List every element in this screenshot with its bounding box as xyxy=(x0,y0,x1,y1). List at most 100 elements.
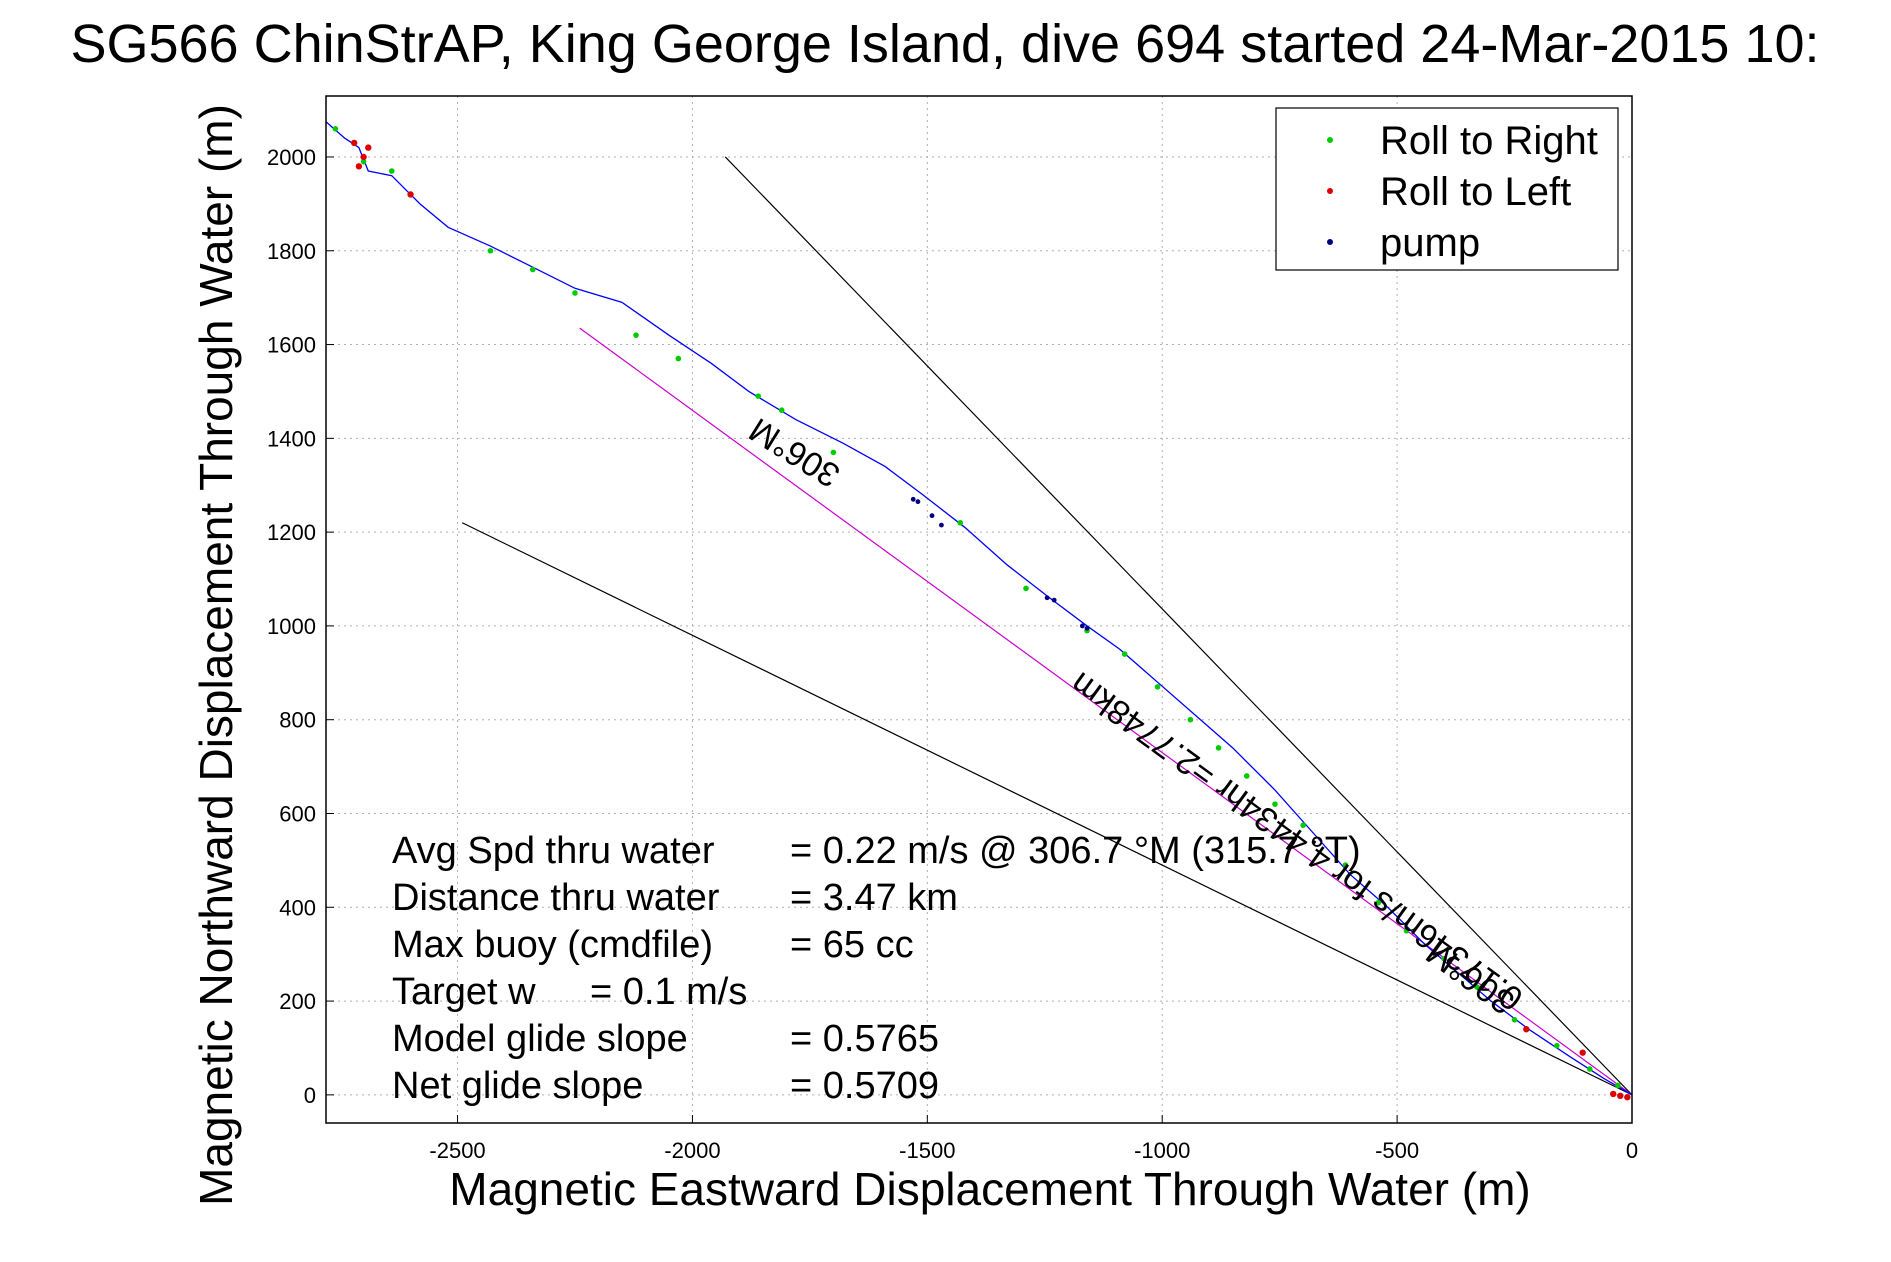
chart-title: SG566 ChinStrAP, King George Island, div… xyxy=(70,14,1819,74)
pump-marker xyxy=(939,522,944,528)
x-tick-label: -2500 xyxy=(429,1138,485,1163)
y-tick-label: 200 xyxy=(279,989,316,1014)
roll-left-marker xyxy=(1579,1049,1586,1056)
roll-right-marker xyxy=(1375,899,1382,906)
x-tick-labels: -2500 -2000 -1500 -1000 -500 0 xyxy=(429,1138,1638,1163)
x-tick-label: -1500 xyxy=(899,1138,955,1163)
stats-label: Avg Spd thru water xyxy=(392,830,715,872)
roll-right-marker xyxy=(1154,684,1161,690)
pump-marker xyxy=(1084,625,1090,631)
roll-right-marker xyxy=(1243,773,1250,779)
roll-right-marker xyxy=(1300,822,1306,829)
y-tick-label: 0 xyxy=(304,1083,316,1108)
roll-right-marker xyxy=(1403,927,1410,934)
y-tick-label: 1400 xyxy=(267,426,316,451)
legend-marker xyxy=(1327,188,1333,194)
y-tick-label: 800 xyxy=(279,708,316,733)
roll-right-marker xyxy=(778,407,785,413)
stats-label: Target w xyxy=(392,971,536,1013)
y-tick-label: 1600 xyxy=(267,333,316,358)
stats-value: = 3.47 km xyxy=(790,877,958,919)
roll-right-marker xyxy=(1586,1066,1593,1072)
legend: Roll to Right Roll to Left pump xyxy=(1275,107,1619,271)
legend-marker xyxy=(1327,137,1333,143)
roll-right-marker xyxy=(1342,862,1349,868)
y-axis-label: Magnetic Northward Displacement Through … xyxy=(190,104,242,1206)
roll-left-marker xyxy=(1624,1094,1631,1101)
roll-right-marker xyxy=(1187,716,1194,723)
pump-marker xyxy=(1051,597,1057,603)
roll-right-marker xyxy=(572,290,578,296)
marker-series xyxy=(332,126,1631,1101)
roll-left-marker xyxy=(365,144,372,151)
roll-right-marker xyxy=(487,247,494,254)
y-tick-label: 600 xyxy=(279,801,316,826)
y-tick-label: 1800 xyxy=(267,239,316,264)
roll-right-marker xyxy=(1474,984,1480,990)
stats-label: Net glide slope xyxy=(392,1065,643,1107)
grid-lines xyxy=(326,96,1633,1123)
reference-lines xyxy=(461,156,1633,1096)
x-tick-label: -2000 xyxy=(664,1138,720,1163)
roll-right-marker xyxy=(830,449,837,456)
track-series xyxy=(325,121,1633,1096)
legend-label: Roll to Left xyxy=(1380,170,1571,214)
roll-right-marker xyxy=(360,158,367,165)
roll-right-marker xyxy=(388,168,395,174)
stats-label: Max buoy (cmdfile) xyxy=(392,924,713,966)
roll-left-marker xyxy=(355,163,363,170)
x-tick-label: 0 xyxy=(1626,1138,1638,1163)
legend-label: pump xyxy=(1380,221,1480,265)
reference-line-upper-bound xyxy=(724,156,1633,1096)
roll-left-marker xyxy=(407,191,414,198)
roll-right-marker xyxy=(332,126,339,132)
roll-right-marker xyxy=(1554,1042,1560,1049)
roll-left-marker xyxy=(360,153,367,161)
roll-left-marker xyxy=(350,139,358,147)
roll-right-marker xyxy=(1023,585,1029,592)
stats-block: Avg Spd thru water = 0.22 m/s @ 306.7 °M … xyxy=(392,830,1361,1107)
stats-value: = 0.22 m/s @ 306.7 °M (315.7 °T) xyxy=(790,830,1361,872)
y-tick-label: 2000 xyxy=(267,145,316,170)
stats-label: Model glide slope xyxy=(392,1018,688,1060)
track-line xyxy=(325,121,1633,1096)
pump-marker xyxy=(1044,595,1050,601)
roll-right-marker xyxy=(529,266,536,273)
pump-marker xyxy=(910,496,916,502)
roll-right-marker xyxy=(1511,1017,1518,1023)
roll-right-marker xyxy=(633,332,639,338)
roll-right-marker xyxy=(1272,801,1278,807)
x-tick-label: -500 xyxy=(1375,1138,1419,1163)
y-tick-label: 1000 xyxy=(267,614,316,639)
roll-left-marker xyxy=(1617,1092,1624,1100)
stats-label: Distance thru water xyxy=(392,877,720,919)
stats-value: = 0.5765 xyxy=(790,1018,939,1060)
roll-right-marker xyxy=(755,393,762,399)
legend-marker xyxy=(1327,239,1333,245)
roll-left-marker xyxy=(1610,1090,1617,1098)
stats-value: = 0.1 m/s xyxy=(590,971,747,1013)
reference-line-heading-line xyxy=(579,327,1633,1096)
legend-label: Roll to Right xyxy=(1380,119,1598,163)
x-axis-label: Magnetic Eastward Displacement Through W… xyxy=(449,1163,1530,1215)
plot-frame xyxy=(325,95,1633,1124)
roll-right-marker xyxy=(1215,745,1222,751)
roll-right-marker xyxy=(1121,651,1128,657)
pump-marker xyxy=(915,499,921,505)
roll-right-marker xyxy=(675,355,682,362)
y-tick-label: 1200 xyxy=(267,520,316,545)
roll-right-marker xyxy=(957,519,964,526)
stats-value: = 65 cc xyxy=(790,924,914,966)
pump-marker xyxy=(929,513,935,519)
reference-line-lower-bound xyxy=(461,522,1633,1096)
pump-marker xyxy=(1079,623,1085,629)
stats-value: = 0.5709 xyxy=(790,1065,939,1107)
roll-left-marker xyxy=(1523,1026,1530,1033)
y-tick-label: 400 xyxy=(279,895,316,920)
x-tick-label: -1000 xyxy=(1134,1138,1190,1163)
legend-box xyxy=(1275,107,1619,271)
y-tick-labels: 0 200 400 600 800 1000 1200 1400 1600 1800 2000 xyxy=(267,145,316,1108)
roll-right-marker xyxy=(1441,956,1447,962)
roll-right-marker xyxy=(1615,1082,1621,1089)
